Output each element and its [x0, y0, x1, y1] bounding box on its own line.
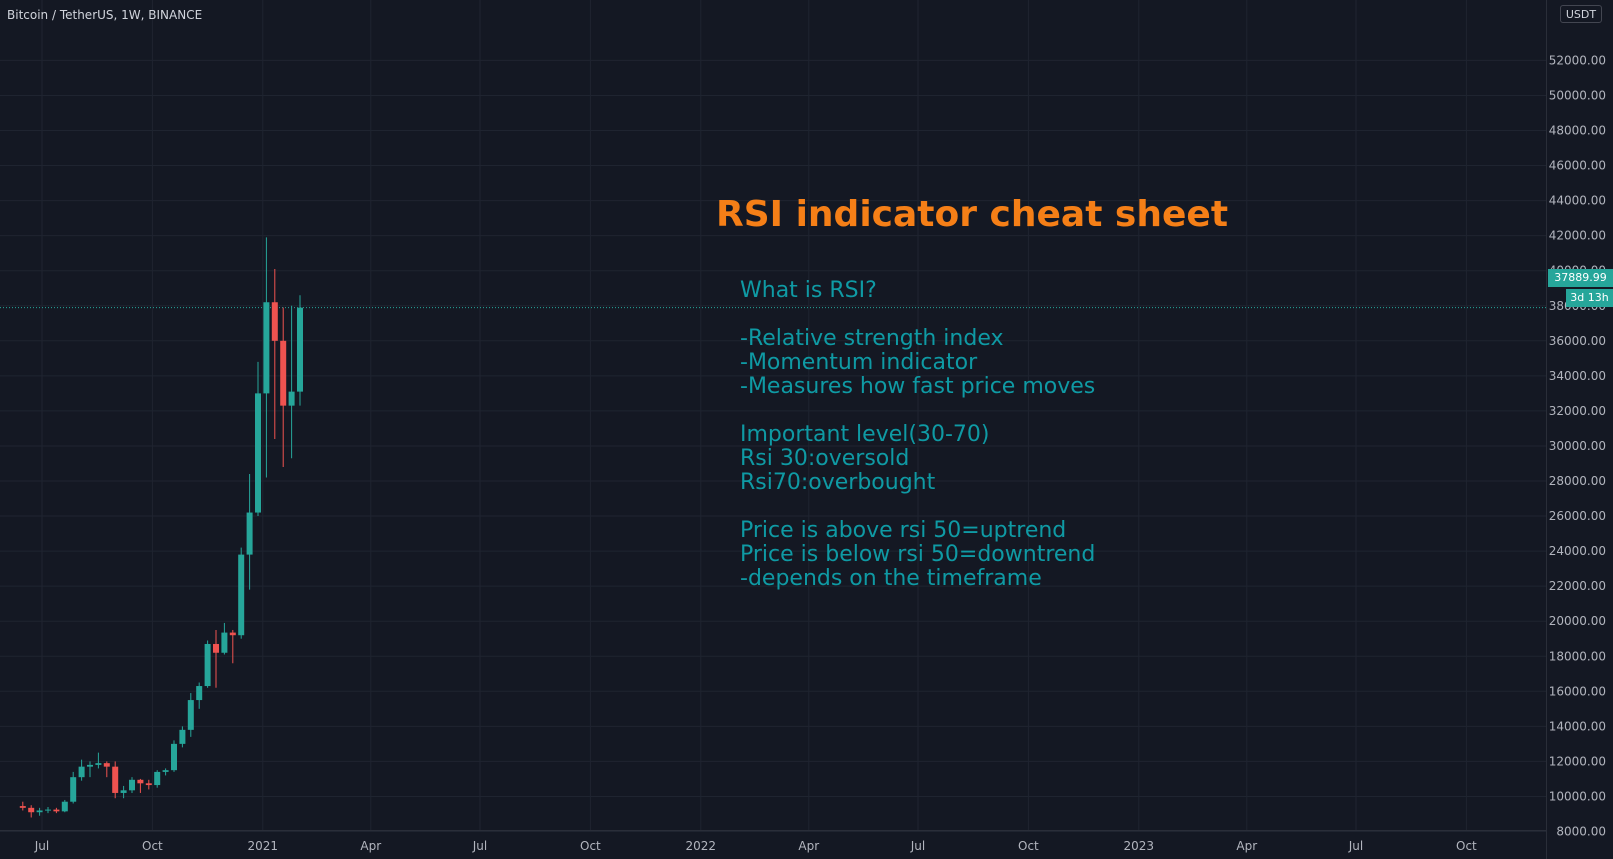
- currency-label[interactable]: USDT: [1560, 5, 1602, 23]
- x-tick-label: Jul: [34, 839, 49, 853]
- candle-down[interactable]: [280, 340, 287, 406]
- y-tick-label: 34000.00: [1549, 369, 1606, 383]
- x-tick-label: Oct: [142, 839, 163, 853]
- candle-down[interactable]: [229, 632, 236, 636]
- candle-countdown-badge: 3d 13h: [1566, 289, 1613, 307]
- candle-up[interactable]: [78, 766, 85, 778]
- y-tick-label: 8000.00: [1556, 825, 1606, 839]
- candle-up[interactable]: [36, 810, 43, 813]
- last-price-badge: 37889.99: [1548, 269, 1613, 287]
- x-tick-label: Oct: [1018, 839, 1039, 853]
- x-tick-label: Jul: [910, 839, 925, 853]
- y-tick-label: 48000.00: [1549, 124, 1606, 138]
- y-tick-label: 44000.00: [1549, 194, 1606, 208]
- candle-down[interactable]: [137, 779, 144, 784]
- candle-up[interactable]: [196, 686, 203, 701]
- x-tick-label: Jul: [1348, 839, 1363, 853]
- y-tick-label: 10000.00: [1549, 789, 1606, 803]
- candle-down[interactable]: [112, 766, 119, 793]
- y-tick-label: 28000.00: [1549, 474, 1606, 488]
- candle-down[interactable]: [19, 806, 26, 808]
- candle-up[interactable]: [120, 790, 127, 793]
- annotation-title[interactable]: RSI indicator cheat sheet: [716, 194, 1229, 235]
- y-tick-label: 50000.00: [1549, 88, 1606, 102]
- candle-up[interactable]: [162, 770, 169, 772]
- y-tick-label: 16000.00: [1549, 684, 1606, 698]
- y-tick-label: 30000.00: [1549, 439, 1606, 453]
- x-tick-label: Oct: [1456, 839, 1477, 853]
- candle-down[interactable]: [145, 783, 152, 786]
- y-tick-label: 32000.00: [1549, 404, 1606, 418]
- candle-up[interactable]: [263, 302, 270, 394]
- x-tick-label: 2022: [686, 839, 717, 853]
- y-tick-label: 42000.00: [1549, 229, 1606, 243]
- y-tick-label: 26000.00: [1549, 509, 1606, 523]
- x-tick-label: Apr: [1236, 839, 1257, 853]
- x-tick-label: 2021: [248, 839, 279, 853]
- candle-up[interactable]: [179, 729, 186, 744]
- y-tick-label: 24000.00: [1549, 544, 1606, 558]
- y-tick-label: 22000.00: [1549, 579, 1606, 593]
- candle-down[interactable]: [271, 302, 278, 341]
- y-tick-label: 14000.00: [1549, 719, 1606, 733]
- candle-up[interactable]: [171, 743, 177, 771]
- y-tick-label: 20000.00: [1549, 614, 1606, 628]
- x-tick-label: Apr: [798, 839, 819, 853]
- x-tick-label: Jul: [472, 839, 487, 853]
- candle-up[interactable]: [288, 391, 295, 406]
- candle-up[interactable]: [187, 700, 194, 730]
- candle-down[interactable]: [213, 643, 219, 653]
- candle-up[interactable]: [95, 763, 102, 765]
- x-tick-label: Apr: [360, 839, 381, 853]
- candle-up[interactable]: [238, 554, 245, 636]
- y-tick-label: 12000.00: [1549, 754, 1606, 768]
- candle-up[interactable]: [221, 632, 228, 653]
- candle-up[interactable]: [45, 809, 51, 811]
- y-tick-label: 36000.00: [1549, 334, 1606, 348]
- candle-down[interactable]: [28, 807, 35, 813]
- candle-up[interactable]: [87, 764, 93, 767]
- candle-up[interactable]: [204, 643, 211, 687]
- candle-up[interactable]: [297, 307, 303, 392]
- y-tick-label: 18000.00: [1549, 649, 1606, 663]
- x-tick-label: 2023: [1124, 839, 1155, 853]
- y-tick-label: 52000.00: [1549, 53, 1606, 67]
- candle-up[interactable]: [255, 393, 261, 513]
- candle-up[interactable]: [129, 779, 135, 791]
- candle-up[interactable]: [70, 777, 77, 802]
- x-tick-label: Oct: [580, 839, 601, 853]
- y-tick-label: 46000.00: [1549, 159, 1606, 173]
- candle-up[interactable]: [61, 801, 68, 812]
- candle-down[interactable]: [53, 809, 60, 812]
- candle-up[interactable]: [154, 771, 161, 786]
- candle-up[interactable]: [246, 512, 253, 555]
- symbol-title: Bitcoin / TetherUS, 1W, BINANCE: [7, 8, 203, 22]
- annotation-body[interactable]: What is RSI? -Relative strength index -M…: [740, 278, 1096, 591]
- candle-down[interactable]: [103, 763, 110, 767]
